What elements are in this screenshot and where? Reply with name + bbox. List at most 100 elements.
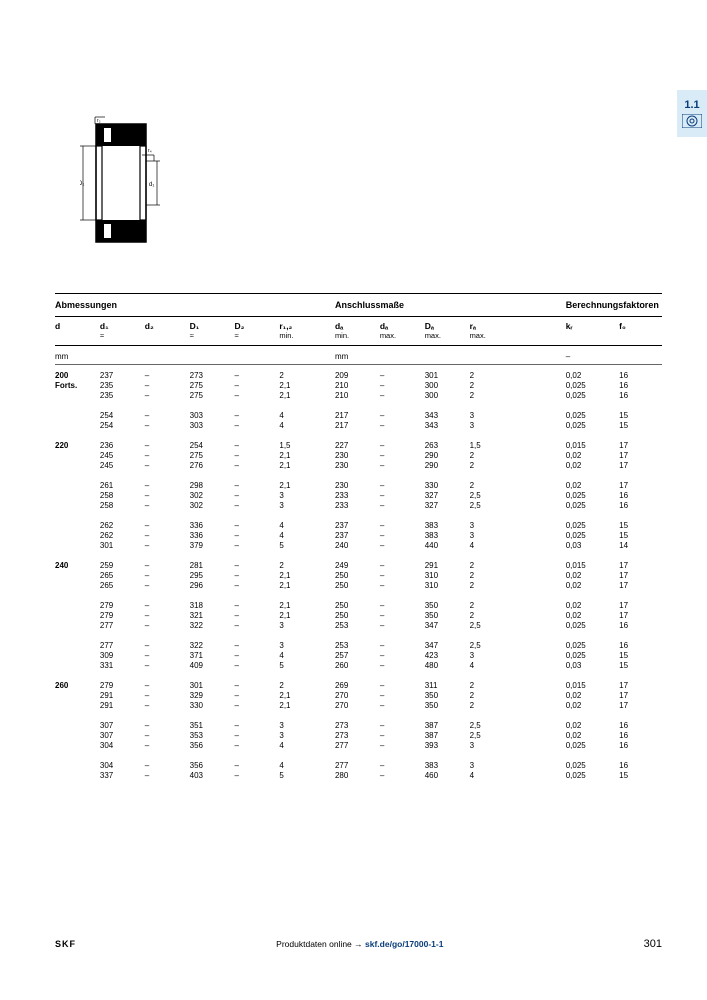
table-row: 262–336–4237–38330,02515: [55, 531, 662, 541]
cell: 343: [425, 411, 470, 421]
cell: 17: [619, 581, 662, 591]
cell: 2: [470, 391, 566, 401]
cell: 304: [100, 761, 145, 771]
cell: –: [380, 691, 425, 701]
cell: 17: [619, 461, 662, 471]
cell: 269: [335, 681, 380, 691]
cell: 2: [470, 691, 566, 701]
cell: 0,025: [566, 761, 619, 771]
cell: 303: [190, 411, 235, 421]
table-row: 277–322–3253–3472,50,02516: [55, 641, 662, 651]
cell: [55, 521, 100, 531]
cell: –: [235, 541, 280, 551]
cell: –: [145, 441, 190, 451]
table-row: [55, 751, 662, 761]
cell: 240: [335, 541, 380, 551]
cell: –: [235, 771, 280, 781]
cell: [55, 541, 100, 551]
cell: –: [235, 531, 280, 541]
cell: 4: [470, 661, 566, 671]
cell: –: [235, 481, 280, 491]
cell: 270: [335, 701, 380, 711]
cell: 235: [100, 381, 145, 391]
cell: 0,025: [566, 651, 619, 661]
col-sub: max.: [380, 331, 425, 341]
table-row: 307–353–3273–3872,50,0216: [55, 731, 662, 741]
cell: 0,025: [566, 411, 619, 421]
cell: 210: [335, 391, 380, 401]
table-row: 220236–254–1,5227–2631,50,01517: [55, 441, 662, 451]
cell: 0,02: [566, 451, 619, 461]
cell: 253: [335, 641, 380, 651]
cell: 237: [335, 531, 380, 541]
footer-link-text: Produktdaten online → skf.de/go/17000-1-…: [276, 939, 443, 949]
col-header: D₁: [190, 321, 235, 331]
cell: 5: [279, 541, 335, 551]
column-header-row: d d₁ d₂ D₁ D₂ r₁,₂ dₐ dₐ Dₐ rₐ kᵣ f₀: [55, 321, 662, 331]
table-row: [55, 551, 662, 561]
cell: –: [235, 701, 280, 711]
cell: 15: [619, 531, 662, 541]
cell: 2,5: [470, 491, 566, 501]
cell: 250: [335, 611, 380, 621]
cell: 2,1: [279, 381, 335, 391]
cell: [55, 771, 100, 781]
cell: 0,025: [566, 771, 619, 781]
cell: –: [145, 461, 190, 471]
cell: [55, 691, 100, 701]
cell: –: [145, 481, 190, 491]
cell: 16: [619, 761, 662, 771]
col-sub: ≈: [235, 331, 280, 341]
section-tab: 1.1: [677, 90, 707, 137]
cell: 16: [619, 621, 662, 631]
cell: 14: [619, 541, 662, 551]
cell: –: [145, 641, 190, 651]
unit-row: mm mm –: [55, 350, 662, 362]
cell: –: [380, 521, 425, 531]
cell: 253: [335, 621, 380, 631]
cell: 300: [425, 391, 470, 401]
table-row: 309–371–4257–42330,02515: [55, 651, 662, 661]
cell: 3: [279, 721, 335, 731]
table-row: 337–403–5280–46040,02515: [55, 771, 662, 781]
cell: 277: [100, 621, 145, 631]
product-link[interactable]: skf.de/go/17000-1-1: [365, 939, 443, 949]
cell: –: [235, 611, 280, 621]
cell: –: [380, 611, 425, 621]
cell: 260: [335, 661, 380, 671]
cell: 0,025: [566, 501, 619, 511]
table-row: 200237–273–2209–30120,0216: [55, 371, 662, 381]
col-sub: max.: [425, 331, 470, 341]
cell: 383: [425, 761, 470, 771]
table-row: 265–295–2,1250–31020,0217: [55, 571, 662, 581]
cell: –: [380, 681, 425, 691]
cell: 17: [619, 481, 662, 491]
cell: –: [145, 581, 190, 591]
cell: –: [380, 531, 425, 541]
cell: 327: [425, 501, 470, 511]
cell: [55, 611, 100, 621]
cell: 301: [190, 681, 235, 691]
cell: [55, 571, 100, 581]
table-row: 254–303–4217–34330,02515: [55, 421, 662, 431]
cell: 322: [190, 621, 235, 631]
cell: 250: [335, 601, 380, 611]
cell: –: [235, 741, 280, 751]
cell: 409: [190, 661, 235, 671]
cell: 301: [425, 371, 470, 381]
cell: 2: [470, 451, 566, 461]
col-header: kᵣ: [566, 321, 619, 331]
cell: 0,015: [566, 561, 619, 571]
data-table-units: mm mm –: [55, 350, 662, 362]
cell: 356: [190, 741, 235, 751]
cell: 350: [425, 611, 470, 621]
cell: –: [145, 651, 190, 661]
svg-text:r₄: r₄: [148, 148, 152, 154]
cell: 3: [470, 411, 566, 421]
cell: 480: [425, 661, 470, 671]
cell: 17: [619, 601, 662, 611]
cell: 245: [100, 451, 145, 461]
cell: 1,5: [470, 441, 566, 451]
cell: –: [235, 691, 280, 701]
cell: 4: [279, 531, 335, 541]
